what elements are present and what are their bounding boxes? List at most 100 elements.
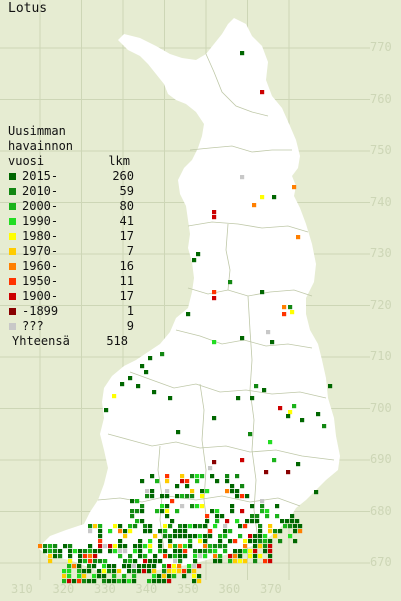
observation-square (88, 549, 93, 554)
legend-rows: 2015- 260 2010- 59 2000- 80 1990- 41 1980- 17 1970… (8, 169, 136, 334)
legend-swatch (9, 218, 16, 225)
legend-item: 2015- 260 (8, 169, 136, 184)
observation-square (200, 474, 205, 479)
observation-square (230, 489, 235, 494)
observation-square (53, 554, 58, 559)
observation-square (263, 539, 268, 544)
observation-square (268, 524, 273, 529)
observation-square (243, 544, 248, 549)
observation-square (248, 539, 253, 544)
observation-square (137, 569, 142, 574)
observation-square (173, 544, 178, 549)
observation-square (172, 564, 177, 569)
observation-square (278, 406, 283, 411)
observation-square (225, 474, 230, 479)
observation-square (140, 504, 145, 509)
observation-square (210, 474, 215, 479)
observation-square (193, 559, 198, 564)
observation-square (147, 569, 152, 574)
observation-square (98, 544, 103, 549)
observation-square (38, 544, 43, 549)
observation-square (188, 524, 193, 529)
observation-square (210, 509, 215, 514)
x-axis-label: 340 (135, 582, 158, 596)
observation-square (122, 579, 127, 584)
observation-square (157, 579, 162, 584)
observation-square (144, 370, 149, 375)
observation-square (183, 534, 188, 539)
observation-square (43, 549, 48, 554)
legend: Uusimman havainnon vuosi lkm 2015- 260 201… (8, 124, 136, 349)
observation-square (128, 559, 133, 564)
x-axis-label: 360 (218, 582, 241, 596)
observation-square (250, 519, 255, 524)
observation-square (173, 549, 178, 554)
y-axis-label: 700 (370, 400, 392, 415)
observation-square (180, 504, 185, 509)
observation-square (117, 569, 122, 574)
observation-square (253, 534, 258, 539)
observation-square (213, 559, 218, 564)
observation-square (288, 534, 293, 539)
observation-square (163, 529, 168, 534)
observation-square (286, 470, 291, 475)
x-axis-label: 350 (177, 582, 199, 596)
observation-square (190, 474, 195, 479)
observation-square (128, 554, 133, 559)
observation-square (212, 460, 217, 465)
observation-square (180, 494, 185, 499)
y-axis-label: 770 (370, 40, 392, 54)
observation-square (143, 554, 148, 559)
observation-square (218, 539, 223, 544)
observation-square (193, 549, 198, 554)
observation-square (132, 569, 137, 574)
observation-square (77, 579, 82, 584)
observation-square (200, 504, 205, 509)
observation-square (208, 549, 213, 554)
observation-square (127, 579, 132, 584)
observation-square (78, 559, 83, 564)
legend-item-count: 7 (126, 244, 134, 258)
observation-square (187, 569, 192, 574)
observation-square (322, 424, 327, 429)
observation-square (153, 554, 158, 559)
observation-square (230, 509, 235, 514)
observation-square (272, 195, 277, 200)
observation-square (230, 484, 235, 489)
legend-total: Yhteensä 518 (8, 334, 136, 349)
observation-square (218, 534, 223, 539)
observation-square (263, 549, 268, 554)
observation-square (172, 574, 177, 579)
x-axis-label: 370 (260, 582, 282, 596)
observation-square (258, 544, 263, 549)
observation-square (203, 544, 208, 549)
observation-square (176, 430, 181, 435)
observation-square (260, 90, 265, 95)
observation-square (82, 574, 87, 579)
observation-square (145, 494, 150, 499)
observation-square (290, 514, 295, 519)
observation-square (238, 524, 243, 529)
observation-square (153, 534, 158, 539)
observation-square (288, 305, 293, 310)
observation-square (135, 499, 140, 504)
observation-square (280, 519, 285, 524)
legend-item: 2000- 80 (8, 199, 136, 214)
observation-square (183, 529, 188, 534)
observation-square (192, 564, 197, 569)
observation-square (212, 340, 217, 345)
observation-square (152, 569, 157, 574)
observation-square (288, 410, 293, 415)
observation-square (203, 549, 208, 554)
legend-item-count: 17 (119, 289, 134, 303)
observation-square (268, 559, 273, 564)
observation-square (98, 559, 103, 564)
observation-square (92, 574, 97, 579)
legend-item-label: ??? (22, 319, 44, 333)
observation-square (180, 479, 185, 484)
observation-square (102, 569, 107, 574)
observation-square (205, 514, 210, 519)
observation-square (107, 569, 112, 574)
observation-square (215, 514, 220, 519)
